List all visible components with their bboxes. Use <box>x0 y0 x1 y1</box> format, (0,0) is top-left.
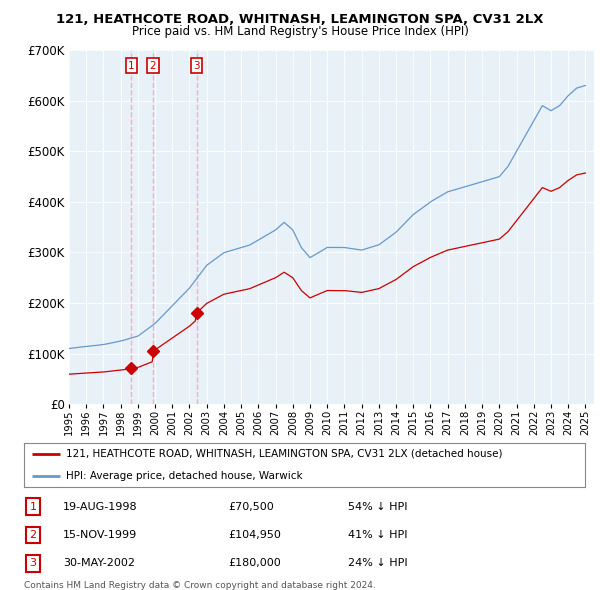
Text: 1: 1 <box>128 61 135 71</box>
Text: 54% ↓ HPI: 54% ↓ HPI <box>348 502 407 512</box>
Text: 30-MAY-2002: 30-MAY-2002 <box>63 559 135 568</box>
Text: 2: 2 <box>149 61 156 71</box>
Text: 19-AUG-1998: 19-AUG-1998 <box>63 502 137 512</box>
Text: 121, HEATHCOTE ROAD, WHITNASH, LEAMINGTON SPA, CV31 2LX (detached house): 121, HEATHCOTE ROAD, WHITNASH, LEAMINGTO… <box>66 448 503 458</box>
Text: 1: 1 <box>29 502 37 512</box>
Text: 24% ↓ HPI: 24% ↓ HPI <box>348 559 407 568</box>
Text: £180,000: £180,000 <box>228 559 281 568</box>
Text: HPI: Average price, detached house, Warwick: HPI: Average price, detached house, Warw… <box>66 471 303 481</box>
Text: 2: 2 <box>29 530 37 540</box>
Text: 121, HEATHCOTE ROAD, WHITNASH, LEAMINGTON SPA, CV31 2LX: 121, HEATHCOTE ROAD, WHITNASH, LEAMINGTO… <box>56 13 544 26</box>
Text: Contains HM Land Registry data © Crown copyright and database right 2024.
This d: Contains HM Land Registry data © Crown c… <box>24 581 376 590</box>
Text: 3: 3 <box>29 559 37 568</box>
Text: 41% ↓ HPI: 41% ↓ HPI <box>348 530 407 540</box>
Text: £70,500: £70,500 <box>228 502 274 512</box>
Text: 15-NOV-1999: 15-NOV-1999 <box>63 530 137 540</box>
Text: £104,950: £104,950 <box>228 530 281 540</box>
Text: Price paid vs. HM Land Registry's House Price Index (HPI): Price paid vs. HM Land Registry's House … <box>131 25 469 38</box>
Text: 3: 3 <box>193 61 200 71</box>
